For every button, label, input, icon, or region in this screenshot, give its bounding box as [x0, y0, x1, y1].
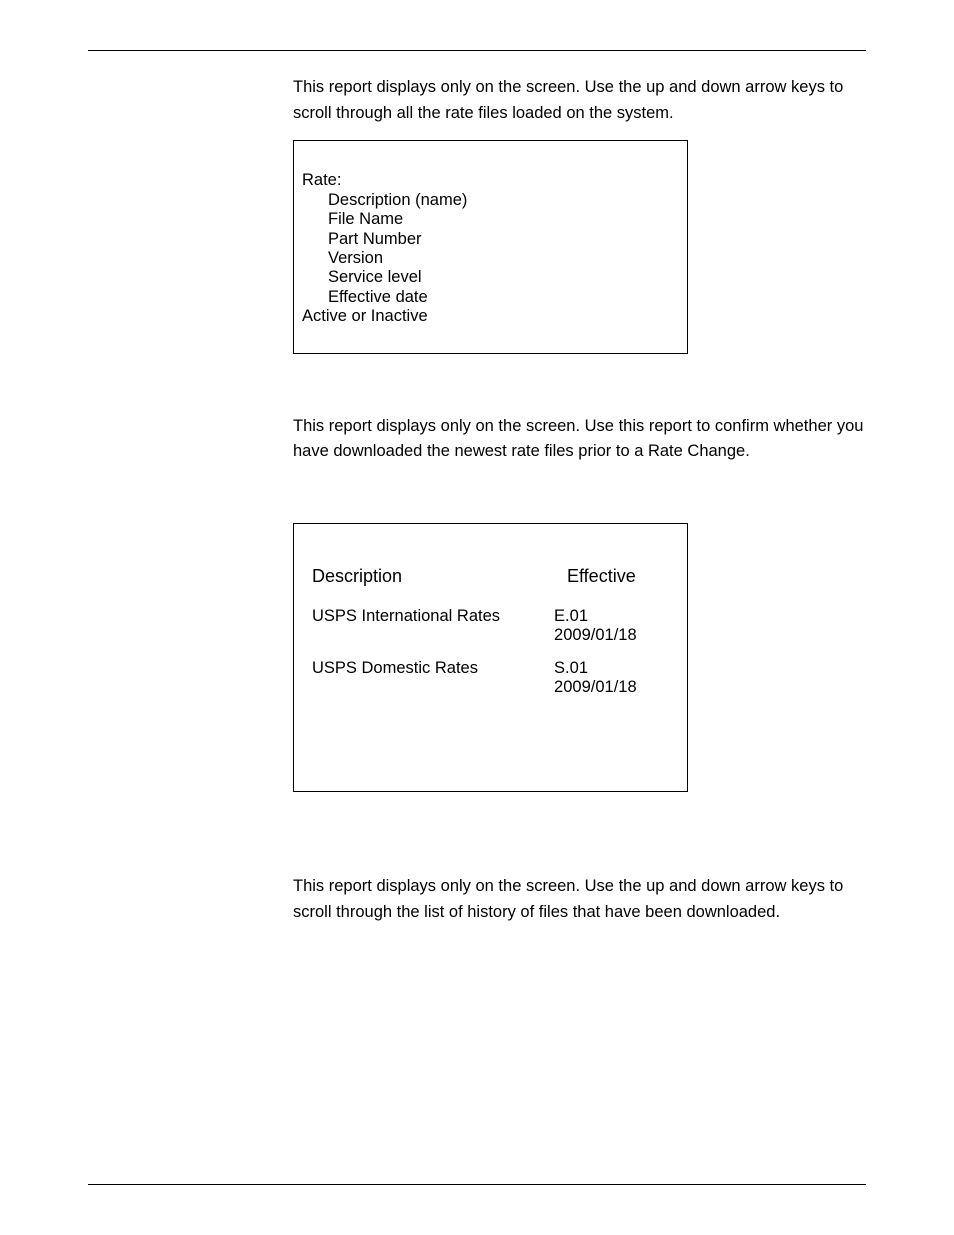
- rate-item-0: Description (name): [302, 191, 679, 210]
- section2-paragraph: This report displays only on the screen.…: [293, 414, 866, 465]
- rate-item-4: Service level: [302, 268, 679, 287]
- rates-row-0: USPS International Rates E.01 2009/01/18: [312, 607, 669, 645]
- bottom-horizontal-rule: [88, 1184, 866, 1185]
- rates-header-description: Description: [312, 566, 567, 587]
- rates-header-effective: Effective: [567, 566, 636, 587]
- rate-item-3: Version: [302, 249, 679, 268]
- rate-info-box: Rate: Description (name) File Name Part …: [293, 140, 688, 354]
- section1-paragraph: This report displays only on the screen.…: [293, 75, 866, 126]
- rates-row-1: USPS Domestic Rates S.01 2009/01/18: [312, 659, 669, 697]
- rates-summary-box: Description Effective USPS International…: [293, 523, 688, 792]
- rates-row-1-eff: S.01 2009/01/18: [554, 659, 669, 697]
- rates-row-1-desc: USPS Domestic Rates: [312, 659, 554, 697]
- rates-row-0-eff: E.01 2009/01/18: [554, 607, 669, 645]
- rates-header-row: Description Effective: [312, 566, 669, 587]
- rate-footer: Active or Inactive: [302, 307, 679, 326]
- rate-item-2: Part Number: [302, 230, 679, 249]
- rate-title: Rate:: [302, 171, 679, 190]
- rates-row-0-desc: USPS International Rates: [312, 607, 554, 645]
- rate-item-5: Effective date: [302, 288, 679, 307]
- section3-paragraph: This report displays only on the screen.…: [293, 874, 866, 925]
- top-horizontal-rule: [88, 50, 866, 51]
- rate-item-1: File Name: [302, 210, 679, 229]
